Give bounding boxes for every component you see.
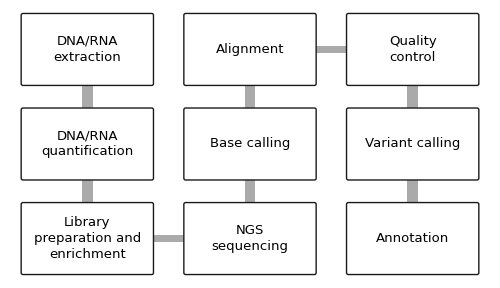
Bar	[82, 180, 92, 202]
FancyBboxPatch shape	[184, 14, 316, 86]
FancyBboxPatch shape	[184, 108, 316, 180]
Bar	[244, 180, 256, 202]
Text: DNA/RNA
extraction: DNA/RNA extraction	[54, 35, 121, 64]
Text: Base calling: Base calling	[210, 137, 290, 151]
Text: Alignment: Alignment	[216, 43, 284, 56]
FancyBboxPatch shape	[184, 202, 316, 274]
FancyBboxPatch shape	[21, 202, 154, 274]
Bar	[244, 86, 256, 108]
Text: Variant calling: Variant calling	[365, 137, 460, 151]
FancyBboxPatch shape	[21, 108, 154, 180]
Text: Quality
control: Quality control	[389, 35, 436, 64]
Bar	[408, 180, 418, 202]
Text: Library
preparation and
enrichment: Library preparation and enrichment	[34, 216, 141, 261]
FancyBboxPatch shape	[346, 202, 479, 274]
Bar	[316, 46, 346, 52]
Text: DNA/RNA
quantification: DNA/RNA quantification	[41, 130, 134, 158]
FancyBboxPatch shape	[346, 14, 479, 86]
Text: NGS
sequencing: NGS sequencing	[212, 224, 288, 253]
FancyBboxPatch shape	[21, 14, 154, 86]
Text: Annotation: Annotation	[376, 232, 450, 245]
Bar	[154, 236, 184, 242]
Bar	[82, 86, 92, 108]
Bar	[408, 86, 418, 108]
FancyBboxPatch shape	[346, 108, 479, 180]
